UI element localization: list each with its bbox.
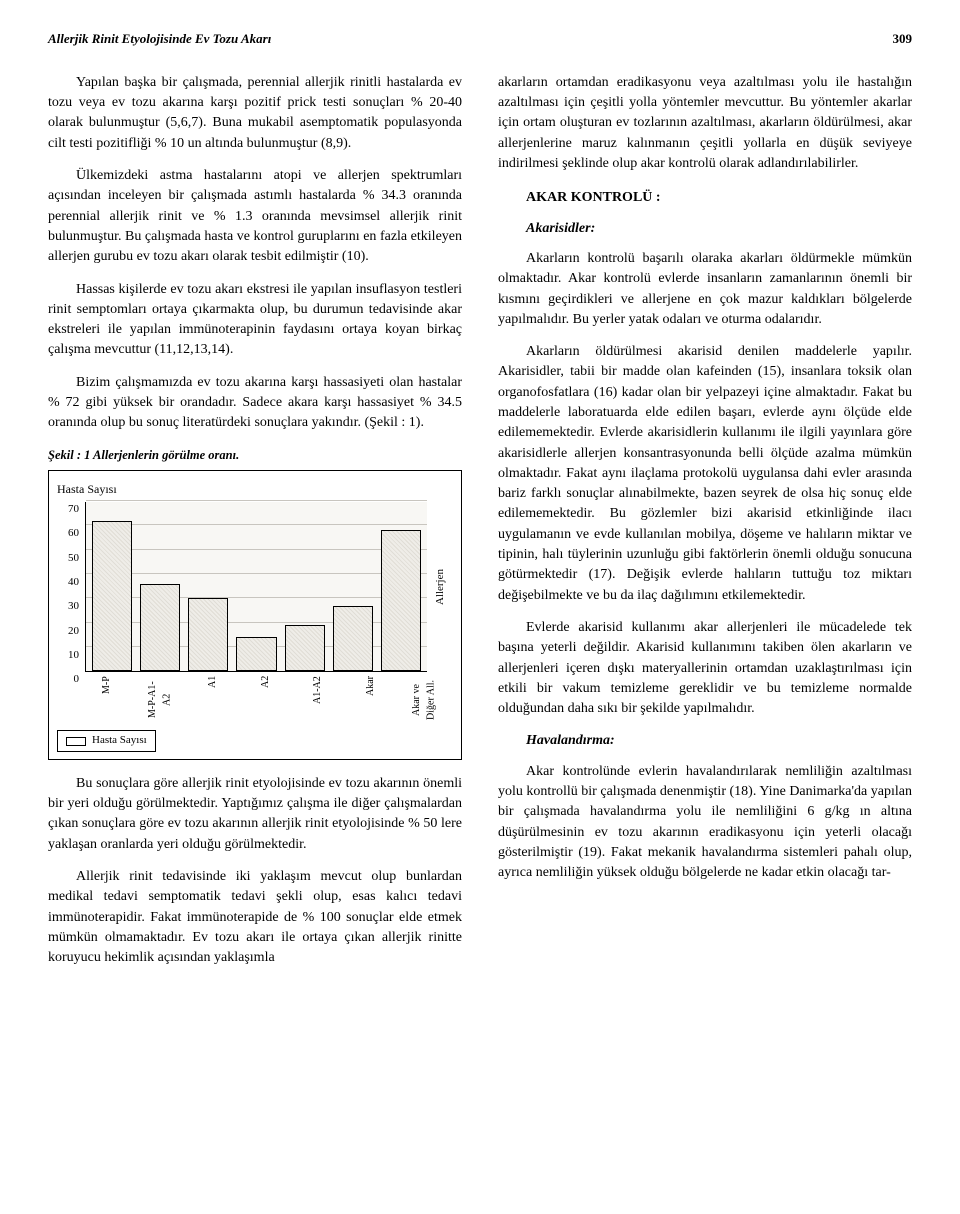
x-tick-label: Akar ve Diğer All. (402, 676, 447, 724)
bar (140, 584, 180, 671)
chart-right-axis-label: Allerjen (433, 569, 453, 605)
gridline (86, 622, 427, 623)
left-column: Yapılan başka bir çalışmada, perennial a… (48, 73, 462, 981)
page-number: 309 (893, 30, 913, 49)
bar-chart: Hasta Sayısı 706050403020100 Allerjen M-… (48, 470, 462, 760)
paragraph: Yapılan başka bir çalışmada, perennial a… (48, 73, 462, 154)
subsection-heading: Havalandırma: (498, 731, 912, 751)
bar (236, 637, 276, 671)
gridline (86, 524, 427, 525)
chart-legend: Hasta Sayısı (57, 730, 156, 752)
x-tick-label: A2 (244, 676, 289, 724)
paragraph: Akarların kontrolü başarılı olaraka akar… (498, 249, 912, 330)
paragraph: Evlerde akarisid kullanımı akar allerjen… (498, 618, 912, 719)
gridline (86, 597, 427, 598)
paragraph: Akarların öldürülmesi akarisid denilen m… (498, 342, 912, 606)
running-head: Allerjik Rinit Etyolojisinde Ev Tozu Aka… (48, 30, 271, 49)
bar (285, 625, 325, 671)
subsection-heading: Akarisidler: (498, 219, 912, 239)
gridline (86, 500, 427, 501)
legend-label: Hasta Sayısı (92, 733, 147, 749)
chart-y-axis: 706050403020100 (57, 502, 79, 672)
x-tick-label: Akar (349, 676, 394, 724)
paragraph: Bu sonuçlara göre allerjik rinit etyoloj… (48, 774, 462, 855)
chart-plot (85, 502, 427, 672)
paragraph: Bizim çalışmamızda ev tozu akarına karşı… (48, 373, 462, 434)
paragraph: Akar kontrolünde evlerin havalandırılara… (498, 762, 912, 884)
bar (188, 598, 228, 671)
chart-y-label: Hasta Sayısı (57, 481, 453, 498)
bar (333, 606, 373, 672)
x-tick-label: A1 (191, 676, 236, 724)
x-tick-label: M-P-A1-A2 (138, 676, 183, 724)
bar (92, 521, 132, 672)
chart-plot-area: 706050403020100 Allerjen (57, 502, 453, 672)
paragraph: akarların ortamdan eradikasyonu veya aza… (498, 73, 912, 174)
legend-swatch-icon (66, 737, 86, 746)
x-tick-label: M-P (85, 676, 130, 724)
right-column: akarların ortamdan eradikasyonu veya aza… (498, 73, 912, 981)
paragraph: Hassas kişilerde ev tozu akarı ekstresi … (48, 280, 462, 361)
gridline (86, 549, 427, 550)
gridline (86, 573, 427, 574)
section-heading: AKAR KONTROLÜ : (498, 188, 912, 208)
figure-caption: Şekil : 1 Allerjenlerin görülme oranı. (48, 446, 462, 464)
chart-x-axis: M-PM-P-A1-A2A1A2A1-A2AkarAkar ve Diğer A… (57, 672, 453, 724)
paragraph: Ülkemizdeki astma hastalarını atopi ve a… (48, 166, 462, 267)
x-tick-label: A1-A2 (296, 676, 341, 724)
bar (381, 530, 421, 671)
running-head-row: Allerjik Rinit Etyolojisinde Ev Tozu Aka… (48, 30, 912, 49)
two-column-layout: Yapılan başka bir çalışmada, perennial a… (48, 73, 912, 981)
paragraph: Allerjik rinit tedavisinde iki yaklaşım … (48, 867, 462, 968)
